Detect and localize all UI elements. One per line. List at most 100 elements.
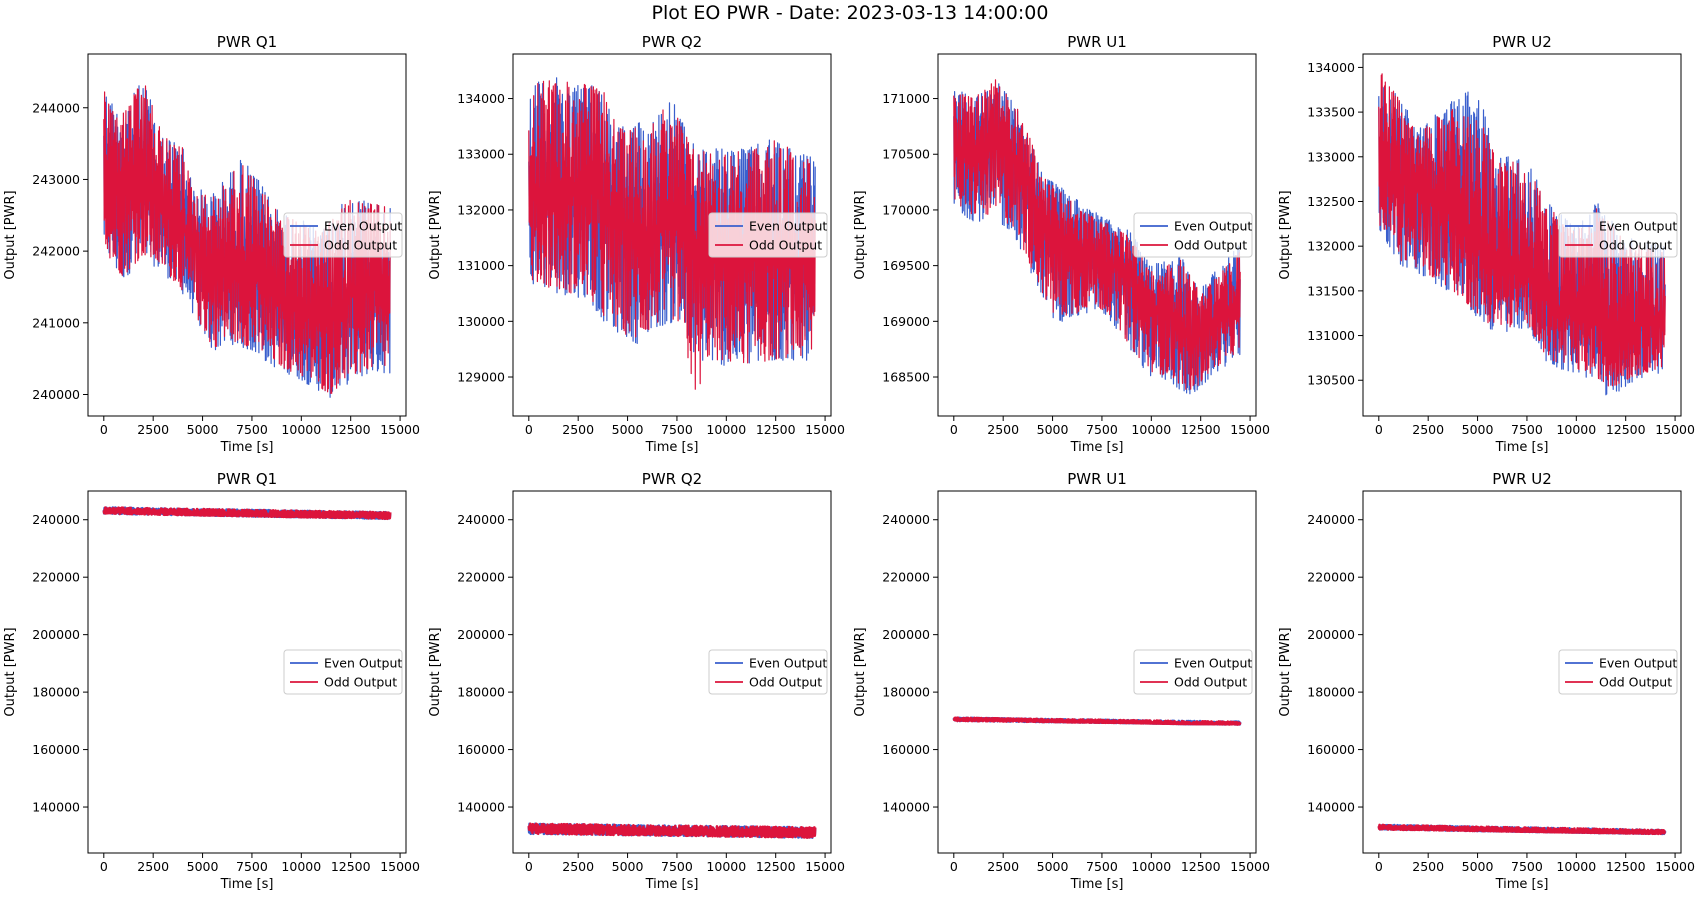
legend-label: Even Output — [749, 219, 827, 234]
plot-area — [103, 85, 391, 398]
y-tick-label: 134000 — [457, 91, 505, 106]
subplot-4: 0 2500 5000 7500 10000 12500 15000 130500 131000… — [1278, 33, 1695, 455]
legend-box — [1558, 649, 1678, 695]
y-tick-label: 140000 — [32, 800, 80, 815]
y-tick-label: 240000 — [32, 387, 80, 402]
x-tick-label: 2500 — [137, 859, 169, 874]
y-axis-label: Output [PWR] — [853, 190, 868, 279]
legend: Even Output Odd Output — [1133, 649, 1253, 695]
x-tick-label: 12500 — [1606, 859, 1646, 874]
axes-frame — [937, 490, 1257, 854]
legend-label: Even Output — [1599, 656, 1677, 671]
y-tick-label: 131500 — [1307, 283, 1355, 298]
axes-frame — [512, 490, 832, 854]
x-tick-label: 10000 — [1556, 859, 1596, 874]
y-tick-label: 140000 — [1307, 800, 1355, 815]
x-tick-label: 7500 — [661, 859, 693, 874]
y-tick-label: 169000 — [882, 314, 930, 329]
y-tick-label: 200000 — [882, 627, 930, 642]
y-tick-label: 220000 — [882, 570, 930, 585]
x-tick-label: 7500 — [236, 859, 268, 874]
x-tick-label: 15000 — [1655, 422, 1695, 437]
x-tick-label: 15000 — [380, 422, 420, 437]
legend-label: Even Output — [749, 656, 827, 671]
x-tick-label: 10000 — [1556, 422, 1596, 437]
x-tick-label: 10000 — [706, 859, 746, 874]
x-tick-label: 5000 — [612, 422, 644, 437]
subplot-8: 0 2500 5000 7500 10000 12500 15000 140000 160000… — [1278, 470, 1695, 892]
legend-label: Even Output — [324, 656, 402, 671]
legend-label: Odd Output — [1174, 675, 1247, 690]
y-tick-label: 131000 — [1307, 328, 1355, 343]
y-tick-label: 220000 — [32, 570, 80, 585]
x-tick-label: 5000 — [1037, 859, 1069, 874]
y-tick-label: 134000 — [1307, 60, 1355, 75]
y-tick-label: 168500 — [882, 370, 930, 385]
x-tick-label: 0 — [1375, 859, 1383, 874]
y-tick-label: 220000 — [1307, 570, 1355, 585]
axes-frame — [512, 53, 832, 417]
x-axis-label: Time [s] — [220, 440, 274, 455]
series-line-odd — [1377, 823, 1667, 836]
plot-area — [1378, 73, 1666, 396]
plot-area — [952, 716, 1242, 726]
x-tick-label: 15000 — [1655, 859, 1695, 874]
legend: Even Output Odd Output — [708, 649, 828, 695]
subplot-2: 0 2500 5000 7500 10000 12500 15000 129000 130000… — [428, 33, 845, 455]
x-axis-label: Time [s] — [1495, 877, 1549, 892]
x-tick-label: 2500 — [1412, 859, 1444, 874]
legend: Even Output Odd Output — [1558, 649, 1678, 695]
legend: Even Output Odd Output — [283, 649, 403, 695]
y-tick-label: 240000 — [1307, 512, 1355, 527]
subplot-title: PWR U1 — [1067, 33, 1127, 51]
y-tick-label: 169500 — [882, 258, 930, 273]
y-axis-label: Output [PWR] — [428, 190, 443, 279]
y-axis-label: Output [PWR] — [1278, 190, 1293, 279]
legend-label: Odd Output — [1174, 238, 1247, 253]
x-tick-label: 7500 — [1511, 859, 1543, 874]
x-tick-label: 0 — [100, 859, 108, 874]
y-tick-label: 180000 — [457, 685, 505, 700]
x-tick-label: 0 — [1375, 422, 1383, 437]
y-axis-label: Output [PWR] — [853, 627, 868, 716]
subplot-title: PWR U1 — [1067, 470, 1127, 488]
x-tick-label: 15000 — [1230, 859, 1270, 874]
x-tick-label: 0 — [525, 422, 533, 437]
subplot-3: 0 2500 5000 7500 10000 12500 15000 168500 169000… — [853, 33, 1270, 455]
subplot-6: 0 2500 5000 7500 10000 12500 15000 140000 160000… — [428, 470, 845, 892]
legend: Even Output Odd Output — [283, 212, 403, 258]
subplot-5: 0 2500 5000 7500 10000 12500 15000 140000 160000… — [3, 470, 420, 892]
y-axis-label: Output [PWR] — [3, 190, 18, 279]
legend-label: Odd Output — [324, 238, 397, 253]
legend-label: Odd Output — [324, 675, 397, 690]
x-axis-label: Time [s] — [645, 440, 699, 455]
y-tick-label: 140000 — [457, 800, 505, 815]
series-line-odd — [103, 85, 391, 394]
legend-label: Even Output — [1174, 219, 1252, 234]
plot-area — [953, 79, 1241, 395]
x-tick-label: 15000 — [1230, 422, 1270, 437]
y-tick-label: 130000 — [457, 314, 505, 329]
legend-box — [708, 649, 828, 695]
y-tick-label: 240000 — [882, 512, 930, 527]
x-tick-label: 2500 — [987, 422, 1019, 437]
legend-box — [1558, 212, 1678, 258]
axes-frame — [1362, 490, 1682, 854]
x-axis-label: Time [s] — [1070, 877, 1124, 892]
x-tick-label: 5000 — [1462, 859, 1494, 874]
y-tick-label: 160000 — [457, 742, 505, 757]
x-axis-label: Time [s] — [1070, 440, 1124, 455]
series-line-odd — [952, 716, 1242, 726]
y-tick-label: 132000 — [457, 202, 505, 217]
y-axis-label: Output [PWR] — [428, 627, 443, 716]
x-tick-label: 7500 — [236, 422, 268, 437]
y-tick-label: 180000 — [1307, 685, 1355, 700]
x-tick-label: 15000 — [805, 859, 845, 874]
legend-box — [283, 649, 403, 695]
y-tick-label: 180000 — [32, 685, 80, 700]
subplot-title: PWR Q1 — [217, 33, 277, 51]
plot-area — [1377, 823, 1667, 836]
y-tick-label: 242000 — [32, 244, 80, 259]
